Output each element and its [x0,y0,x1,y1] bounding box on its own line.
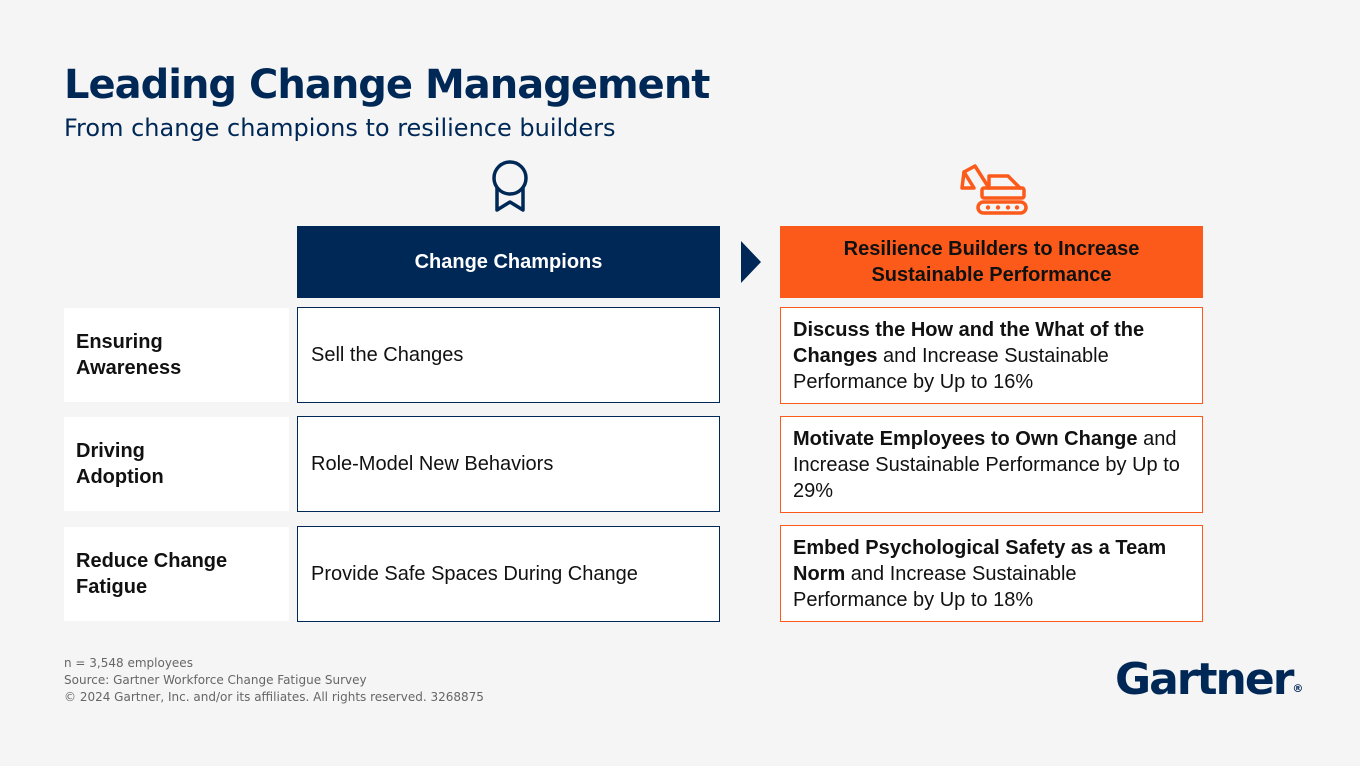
champion-cell-ensuring-awareness: Sell the Changes [297,307,720,403]
column-header-resilience-builders-label: Resilience Builders to Increase Sustaina… [843,238,1140,286]
resilience-cell-text: and Increase Sustainable Performance by … [793,562,1077,611]
row-label-reduce-change-fatigue: Reduce Change Fatigue [64,527,289,621]
champion-cell-text: Provide Safe Spaces During Change [311,563,638,585]
champion-cell-text: Sell the Changes [311,344,464,366]
resilience-cell-bold-text: Embed Psychological Safety as a Team Nor… [793,536,1167,585]
resilience-cell-reduce-change-fatigue: Embed Psychological Safety as a Team Nor… [780,525,1203,622]
champion-cell-reduce-change-fatigue: Provide Safe Spaces During Change [297,526,720,622]
page-title: Leading Change Management [64,62,710,108]
source-note: Source: Gartner Workforce Change Fatigue… [64,673,367,687]
page-subtitle: From change champions to resilience buil… [64,114,616,142]
gartner-logo: Gartner® [1115,652,1303,717]
registered-mark: ® [1292,682,1304,695]
award-ribbon-icon [492,160,528,212]
resilience-cell-ensuring-awareness: Discuss the How and the What of the Chan… [780,307,1203,404]
resilience-cell-text: and Increase Sustainable Performance by … [793,427,1180,502]
excavator-icon [960,164,1028,215]
sample-size-note: n = 3,548 employees [64,656,193,670]
copyright-note: © 2024 Gartner, Inc. and/or its affiliat… [64,690,484,704]
champion-cell-driving-adoption: Role-Model New Behaviors [297,416,720,512]
column-header-change-champions-label: Change Champions [414,251,603,273]
column-header-change-champions: Change Champions [297,226,720,298]
resilience-cell-bold-text: Motivate Employees to Own Change [793,427,1138,450]
column-header-resilience-builders: Resilience Builders to Increase Sustaina… [780,226,1203,298]
resilience-cell-bold-text: Discuss the How and the What of the Chan… [793,318,1145,367]
arrow-right-icon [741,241,761,283]
row-label-driving-adoption: Driving Adoption [64,417,289,511]
resilience-cell-driving-adoption: Motivate Employees to Own Change and Inc… [780,416,1203,513]
champion-cell-text: Role-Model New Behaviors [311,453,554,475]
footnotes: n = 3,548 employees Source: Gartner Work… [64,655,484,706]
resilience-cell-text: and Increase Sustainable Performance by … [793,344,1109,393]
gartner-logo-text: Gartner [1115,654,1294,705]
row-label-ensuring-awareness: Ensuring Awareness [64,308,289,402]
